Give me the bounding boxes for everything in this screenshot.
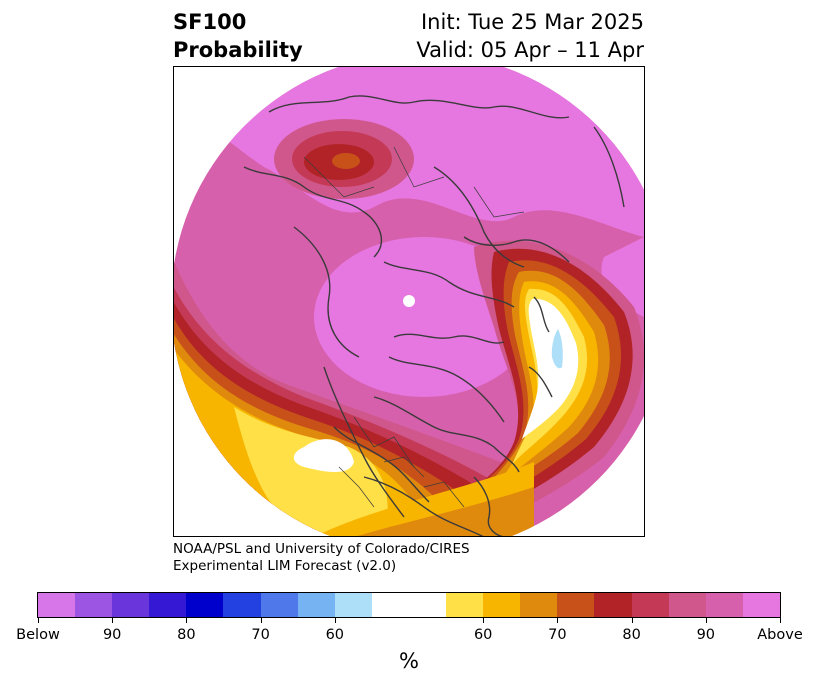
colorbar-tick-mark <box>38 618 39 623</box>
colorbar-tick-label: Below <box>16 627 60 643</box>
country-borders <box>303 146 525 508</box>
colorbar-segment <box>75 593 113 617</box>
colorbar-tick-mark <box>780 618 781 623</box>
colorbar-tick-label: 80 <box>177 627 196 643</box>
colorbar-segment <box>112 593 150 617</box>
colorbar-tick-mark <box>557 618 559 623</box>
colorbar-segment <box>705 593 743 617</box>
variable-subtitle: Probability <box>173 38 303 62</box>
valid-range: Valid: 05 Apr – 11 Apr <box>416 38 644 62</box>
colorbar-segment <box>334 593 372 617</box>
colorbar-segment <box>260 593 298 617</box>
colorbar-segment <box>557 593 595 617</box>
credit-block: NOAA/PSL and University of Colorado/CIRE… <box>173 541 470 575</box>
colorbar-unit: % <box>399 649 419 673</box>
coastlines <box>243 95 625 536</box>
colorbar-segment <box>742 593 780 617</box>
title-right: Init: Tue 25 Mar 2025 Valid: 05 Apr – 11… <box>416 8 644 64</box>
colorbar-tick-label: 70 <box>548 627 567 643</box>
colorbar-segment <box>446 593 484 617</box>
colorbar-segment <box>223 593 261 617</box>
field-neutral-east <box>522 298 579 439</box>
colorbar-segment <box>371 593 409 617</box>
variable-name: SF100 <box>173 10 247 34</box>
colorbar-segment <box>668 593 706 617</box>
colorbar-segment <box>38 593 76 617</box>
colorbar-tick-label: 90 <box>696 627 716 643</box>
colorbar-segment <box>483 593 521 617</box>
title-left: SF100 Probability <box>173 8 303 64</box>
field-lightblue-east <box>551 329 563 369</box>
colorbar-tick-mark <box>186 618 188 623</box>
colorbar-tick-label: 80 <box>622 627 641 643</box>
colorbar-segment <box>297 593 335 617</box>
colorbar-tick-mark <box>705 618 707 623</box>
field-gold-south <box>314 462 534 536</box>
colorbar-tick-mark <box>483 618 485 623</box>
colorbar-segment <box>631 593 669 617</box>
colorbar-segment <box>149 593 187 617</box>
field-neutral-west <box>293 439 354 472</box>
pole-hole <box>403 295 415 307</box>
field-magenta-east <box>601 237 644 327</box>
colorbar-tick-label: 60 <box>473 627 493 643</box>
credit-line-2: Experimental LIM Forecast (v2.0) <box>173 558 397 574</box>
field-rust-europe <box>332 153 360 169</box>
colorbar-segment <box>520 593 558 617</box>
colorbar-tick-label: 70 <box>251 627 270 643</box>
probability-map <box>174 67 644 536</box>
colorbar-segment <box>186 593 224 617</box>
init-date: Init: Tue 25 Mar 2025 <box>420 10 644 34</box>
colorbar-tick-mark <box>112 618 114 623</box>
colorbar-segment <box>408 593 447 617</box>
colorbar-tick-label: Above <box>757 627 803 643</box>
colorbar-segment <box>594 593 632 617</box>
colorbar-tick-mark <box>631 618 633 623</box>
colorbar-tick-mark <box>260 618 262 623</box>
credit-line-1: NOAA/PSL and University of Colorado/CIRE… <box>173 541 470 557</box>
colorbar-tick-mark <box>334 618 336 623</box>
colorbar <box>37 592 781 618</box>
colorbar-tick-label: 60 <box>325 627 345 643</box>
colorbar-tick-label: 90 <box>102 627 122 643</box>
map-panel <box>173 66 645 537</box>
